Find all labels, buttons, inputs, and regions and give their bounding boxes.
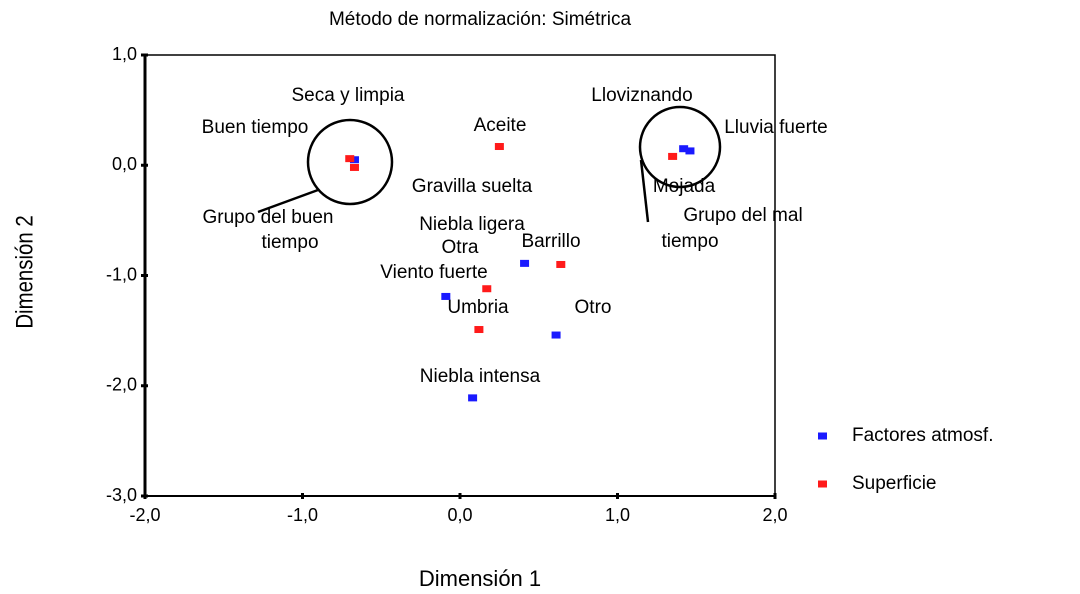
point xyxy=(345,155,355,163)
point xyxy=(685,147,695,155)
x-tick-label: 0,0 xyxy=(447,505,472,525)
group-circle xyxy=(306,118,394,206)
x-tick-label: 2,0 xyxy=(762,505,787,525)
annotation: Seca y limpia xyxy=(292,85,405,106)
annotation: Lloviznando xyxy=(591,85,692,106)
point xyxy=(494,143,504,151)
point xyxy=(349,163,359,171)
annotation: Otro xyxy=(575,297,612,318)
annotation: Grupo del buen xyxy=(203,207,334,228)
callout-line xyxy=(639,159,650,223)
y-tick-label: 0,0 xyxy=(112,154,137,174)
callout-line xyxy=(257,188,319,214)
annotation: Niebla ligera xyxy=(419,214,525,235)
annotation: Barrillo xyxy=(521,231,580,252)
legend-label: Superficie xyxy=(852,473,937,494)
point xyxy=(679,145,689,153)
x-tick-label: 1,0 xyxy=(605,505,630,525)
annotation: Buen tiempo xyxy=(202,117,309,138)
annotation: Grupo del mal xyxy=(683,205,802,226)
point xyxy=(551,331,561,339)
legend-label: Factores atmosf. xyxy=(852,425,994,446)
y-tick-label: -3,0 xyxy=(106,485,137,505)
annotation: Aceite xyxy=(474,115,527,136)
x-tick-label: -2,0 xyxy=(129,505,160,525)
group-circle xyxy=(638,105,722,189)
annotation: Otra xyxy=(442,237,479,258)
point xyxy=(441,292,451,300)
legend-swatch xyxy=(818,432,827,440)
y-tick-label: -2,0 xyxy=(106,375,137,395)
point xyxy=(556,260,566,268)
annotation: Viento fuerte xyxy=(380,262,487,283)
y-tick-label: -1,0 xyxy=(106,264,137,284)
annotation: tiempo xyxy=(661,231,718,252)
point xyxy=(474,326,484,334)
annotation: Gravilla suelta xyxy=(412,176,533,197)
x-tick-label: -1,0 xyxy=(287,505,318,525)
annotation: Umbria xyxy=(447,297,509,318)
chart-title: Método de normalización: Simétrica xyxy=(329,9,631,30)
annotation: Mojada xyxy=(653,176,716,197)
annotation: tiempo xyxy=(261,232,318,253)
annotation: Niebla intensa xyxy=(420,366,541,387)
point xyxy=(349,156,359,164)
annotation: Lluvia fuerte xyxy=(724,117,828,138)
x-axis-label: Dimensión 1 xyxy=(419,566,541,591)
y-tick-label: 1,0 xyxy=(112,44,137,64)
y-axis-label: Dimensión 2 xyxy=(11,215,38,328)
point xyxy=(482,285,492,293)
point xyxy=(668,152,678,160)
point xyxy=(520,259,530,267)
legend-swatch xyxy=(818,480,827,488)
point xyxy=(468,394,478,402)
